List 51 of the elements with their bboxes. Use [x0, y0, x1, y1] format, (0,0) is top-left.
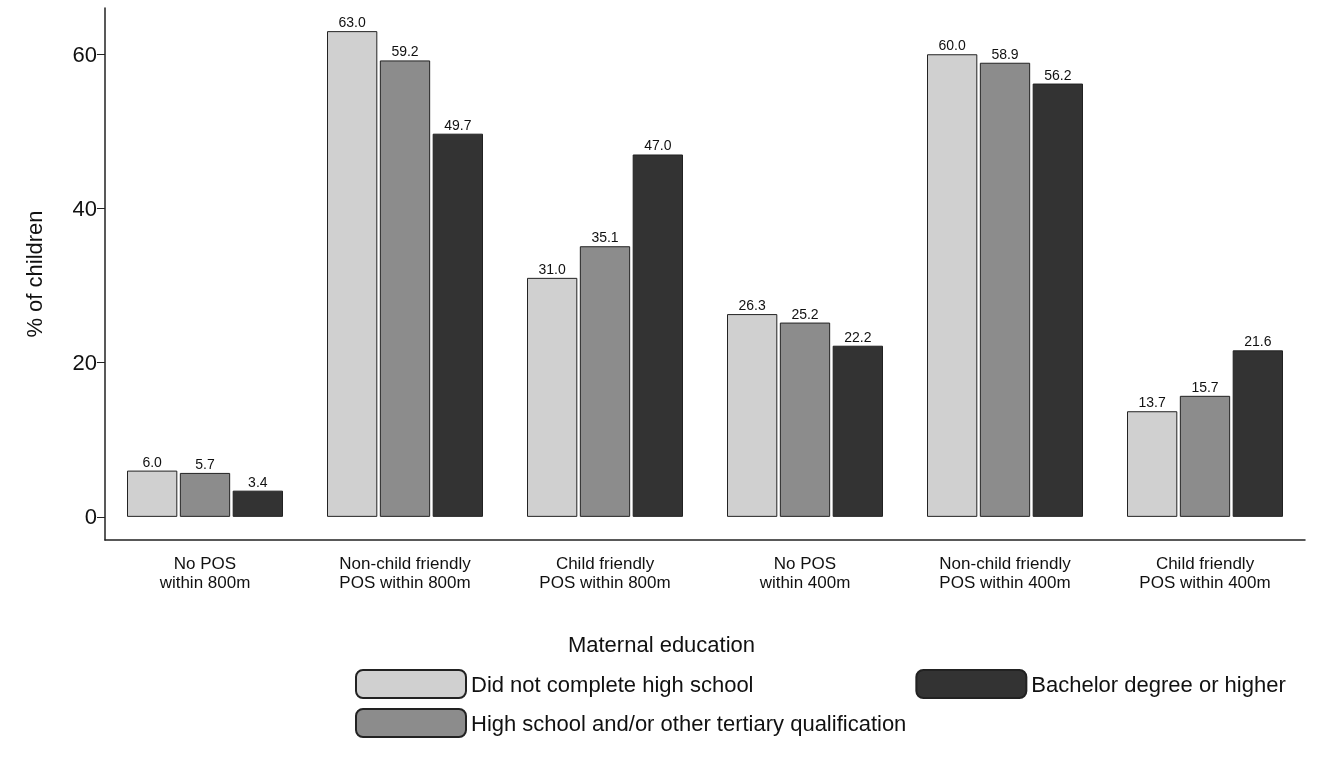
- bar: [1179, 395, 1231, 517]
- legend-label: High school and/or other tertiary qualification: [471, 710, 907, 736]
- data-label: 13.7: [1138, 394, 1166, 411]
- data-label: 3.4: [248, 473, 268, 490]
- legend-label: Bachelor degree or higher: [1031, 671, 1286, 697]
- legend-title: Maternal education: [567, 631, 756, 657]
- bar: [632, 154, 683, 517]
- bar: [232, 490, 283, 517]
- bar: [832, 345, 883, 517]
- bar: [1127, 411, 1178, 517]
- y-tick-label: 0: [84, 504, 97, 530]
- data-label: 21.6: [1244, 333, 1272, 350]
- bar: [779, 322, 831, 517]
- x-tick-label: No POS within 400m: [758, 554, 851, 592]
- bar: [727, 314, 778, 517]
- bar: [127, 470, 178, 517]
- y-axis-title: % of children: [21, 210, 47, 338]
- x-tick-label: Non-child friendly POS within 800m: [339, 554, 472, 592]
- bar: [1032, 83, 1083, 517]
- x-tick-label: Child friendly POS within 800m: [539, 554, 671, 592]
- data-label: 22.2: [844, 328, 872, 345]
- bar: [327, 31, 378, 517]
- data-label: 31.0: [538, 260, 566, 277]
- data-label: 15.7: [1191, 378, 1219, 395]
- bar: [579, 246, 631, 517]
- y-tick-label: 40: [72, 195, 97, 221]
- data-label: 56.2: [1044, 66, 1072, 83]
- data-label: 58.9: [991, 45, 1019, 62]
- data-label: 6.0: [142, 453, 163, 470]
- data-label: 5.7: [195, 455, 215, 472]
- bar: [379, 60, 431, 517]
- data-label: 35.1: [591, 229, 619, 246]
- bar: [179, 472, 231, 517]
- data-label: 63.0: [338, 14, 366, 31]
- data-label: 26.3: [738, 297, 766, 314]
- y-tick-label: 20: [72, 350, 97, 376]
- data-label: 60.0: [938, 37, 966, 54]
- data-label: 59.2: [391, 43, 419, 60]
- bar: [432, 133, 483, 517]
- bar: [927, 54, 978, 517]
- data-label: 25.2: [791, 305, 819, 322]
- legend-label: Did not complete high school: [471, 671, 754, 697]
- bar: [527, 277, 578, 517]
- y-tick-label: 60: [72, 41, 97, 67]
- x-tick-label: Child friendly POS within 400m: [1139, 554, 1271, 592]
- bar: [979, 62, 1031, 517]
- data-label: 49.7: [444, 116, 472, 133]
- x-tick-label: Non-child friendly POS within 400m: [939, 554, 1072, 592]
- data-label: 47.0: [644, 137, 672, 154]
- x-tick-label: No POS within 800m: [158, 554, 251, 592]
- bar: [1232, 350, 1283, 517]
